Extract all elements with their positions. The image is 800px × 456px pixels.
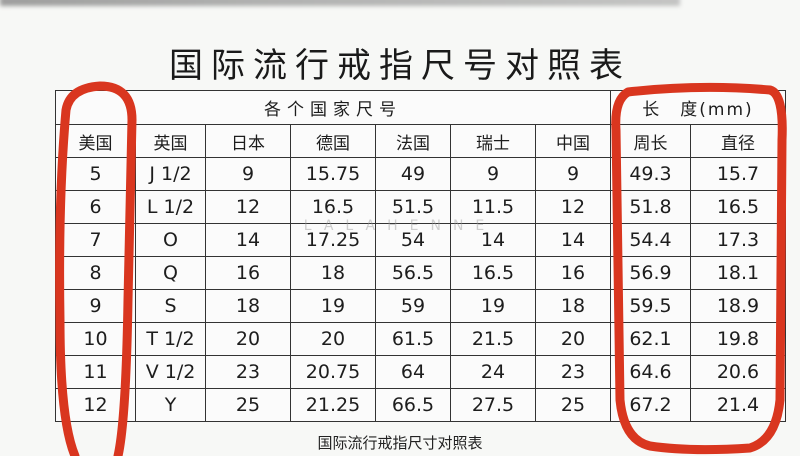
table-cell: 23 [205, 355, 291, 389]
table-cell: 12 [205, 190, 291, 224]
table-cell: 51.5 [375, 190, 451, 224]
table-row: 7 O 14 17.25 54 14 14 54.4 17.3 [55, 223, 786, 257]
table-cell: 49.3 [610, 157, 691, 191]
table-cell: 54.4 [610, 223, 691, 257]
column-header: 瑞士 [450, 124, 536, 158]
table-cell: 49 [375, 157, 451, 191]
group-header-sizes: 各个国家尺号 [55, 90, 611, 125]
table-cell: 25 [535, 388, 611, 422]
table-cell: 18.1 [690, 256, 786, 290]
table-cell: Q [135, 256, 206, 290]
table-caption: 国际流行戒指尺寸对照表 [317, 434, 483, 452]
table-cell: 23 [535, 355, 611, 389]
table-cell: 27.5 [450, 388, 536, 422]
table-cell: 56.9 [610, 256, 691, 290]
table-cell: 24 [450, 355, 536, 389]
table-cell: 9 [535, 157, 611, 191]
table-cell: L 1/2 [135, 190, 206, 224]
table-cell: 20.6 [690, 355, 786, 389]
table-cell: 21.4 [690, 388, 786, 422]
table-row: 10 T 1/2 20 20 61.5 21.5 20 62.1 19.8 [55, 322, 786, 356]
table-cell: 16.5 [290, 190, 376, 224]
table-cell: O [135, 223, 206, 257]
table-cell: 21.5 [450, 322, 536, 356]
table-cell: 20 [535, 322, 611, 356]
table-cell: 16.5 [690, 190, 786, 224]
table-cell: 5 [55, 157, 136, 191]
right-highlight-loop [611, 82, 787, 455]
cropped-text-line [0, 0, 680, 6]
table-cell: 6 [55, 190, 136, 224]
table-cell: 25 [205, 388, 291, 422]
table-cell: 59.5 [610, 289, 691, 323]
table-cell: 20.75 [290, 355, 376, 389]
table-cell: 19.8 [690, 322, 786, 356]
table-cell: 9 [205, 157, 291, 191]
table-cell: 16 [535, 256, 611, 290]
column-header: 日本 [205, 124, 291, 158]
left-highlight-loop [55, 81, 137, 456]
table-cell: 56.5 [375, 256, 451, 290]
column-header: 英国 [135, 124, 206, 158]
table-cell: 66.5 [375, 388, 451, 422]
table-cell: 16.5 [450, 256, 536, 290]
column-header: 法国 [375, 124, 451, 158]
column-header: 德国 [290, 124, 376, 158]
table-cell: 8 [55, 256, 136, 290]
table-cell: 21.25 [290, 388, 376, 422]
table-cell: 11.5 [450, 190, 536, 224]
watermark: LALAHENNE [303, 218, 497, 234]
table-cell: Y [135, 388, 206, 422]
table-cell: 17.3 [690, 223, 786, 257]
column-header-row: 美国 英国 日本 德国 法国 瑞士 中国 周长 直径 [55, 124, 786, 158]
table-cell: 7 [55, 223, 136, 257]
table-cell: 14 [450, 223, 536, 257]
column-header: 美国 [55, 124, 136, 158]
page-title: 国际流行戒指尺号对照表 [169, 46, 631, 86]
column-header: 直径 [690, 124, 786, 158]
column-header: 中国 [535, 124, 611, 158]
table-cell: 15.75 [290, 157, 376, 191]
table-cell: J 1/2 [135, 157, 206, 191]
table-cell: 18 [535, 289, 611, 323]
table-cell: 19 [290, 289, 376, 323]
table-cell: 64 [375, 355, 451, 389]
table-cell: 18 [205, 289, 291, 323]
table-cell: S [135, 289, 206, 323]
table-row: 9 S 18 19 59 19 18 59.5 18.9 [55, 289, 786, 323]
table-cell: 17.25 [290, 223, 376, 257]
table-cell: 14 [205, 223, 291, 257]
